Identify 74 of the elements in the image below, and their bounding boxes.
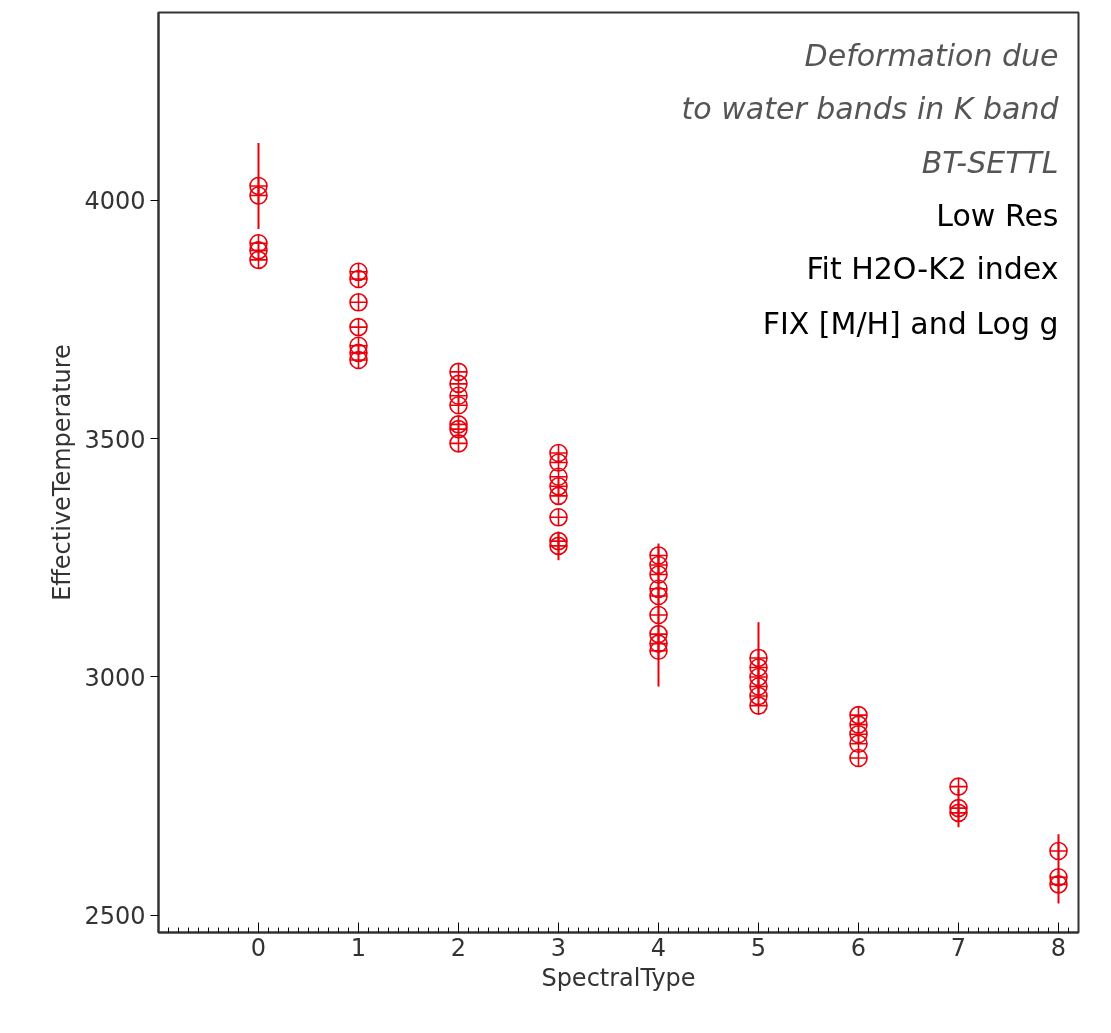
x-axis-title: SpectralType (541, 963, 696, 992)
point (349, 336, 368, 355)
point (749, 667, 768, 687)
point (349, 317, 368, 337)
point (549, 531, 568, 551)
x-tick-label: 8 (1050, 933, 1067, 962)
point (749, 677, 768, 696)
annotation: BT-SETTL (921, 145, 1059, 180)
annotation: Deformation due (804, 38, 1059, 73)
point (749, 648, 768, 668)
point (249, 186, 268, 205)
x-tick-label: 6 (850, 933, 867, 962)
point (449, 419, 468, 439)
x-tick-label: 0 (250, 933, 267, 962)
x-tick-label: 1 (350, 933, 367, 962)
y-axis-title: EffectiveTemperature (48, 344, 77, 601)
point (249, 176, 268, 196)
point (749, 686, 768, 706)
point (449, 374, 468, 394)
point (949, 777, 968, 796)
point (549, 453, 568, 472)
x-tick-label: 5 (750, 933, 767, 962)
x-tick-label: 3 (550, 933, 567, 962)
point (449, 434, 468, 453)
point (549, 486, 568, 506)
point (549, 536, 568, 556)
point (249, 250, 268, 270)
point (1049, 841, 1068, 861)
y-tick-label: 2500 (84, 902, 146, 931)
point (249, 233, 268, 253)
point (649, 579, 668, 599)
point (449, 415, 468, 434)
point (849, 734, 868, 754)
point (849, 748, 868, 768)
point (649, 624, 668, 644)
point (1049, 867, 1068, 887)
point (849, 705, 868, 725)
point (349, 293, 368, 312)
annotation: to water bands in K band (681, 91, 1060, 126)
point (549, 508, 568, 527)
x-tick-label: 2 (450, 933, 467, 962)
point (549, 443, 568, 463)
point (549, 467, 568, 487)
point (949, 798, 968, 818)
y-tick-label: 3500 (84, 425, 146, 454)
point (349, 269, 368, 289)
x-tick-label: 4 (650, 933, 667, 962)
point (649, 605, 668, 625)
point (649, 546, 668, 565)
annotation: FIX [M/H] and Log g (762, 306, 1059, 341)
point (449, 386, 468, 406)
point (949, 803, 968, 823)
point (649, 634, 668, 653)
point (649, 565, 668, 584)
point (749, 696, 768, 715)
point (849, 715, 868, 734)
point (749, 658, 768, 677)
y-tick-label: 4000 (84, 187, 146, 216)
point (449, 395, 468, 415)
point (549, 477, 568, 496)
point (649, 555, 668, 575)
point (649, 586, 668, 606)
x-tick-label: 7 (950, 933, 967, 962)
point (349, 343, 368, 363)
point (249, 241, 268, 260)
y-tick-label: 3000 (84, 664, 146, 692)
point (349, 350, 368, 370)
annotation: Low Res (936, 198, 1059, 233)
annotation: Fit H2O-K2 index (806, 251, 1059, 286)
point (349, 262, 368, 282)
point (649, 641, 668, 661)
point (449, 362, 468, 382)
point (849, 724, 868, 744)
point (1049, 875, 1068, 894)
